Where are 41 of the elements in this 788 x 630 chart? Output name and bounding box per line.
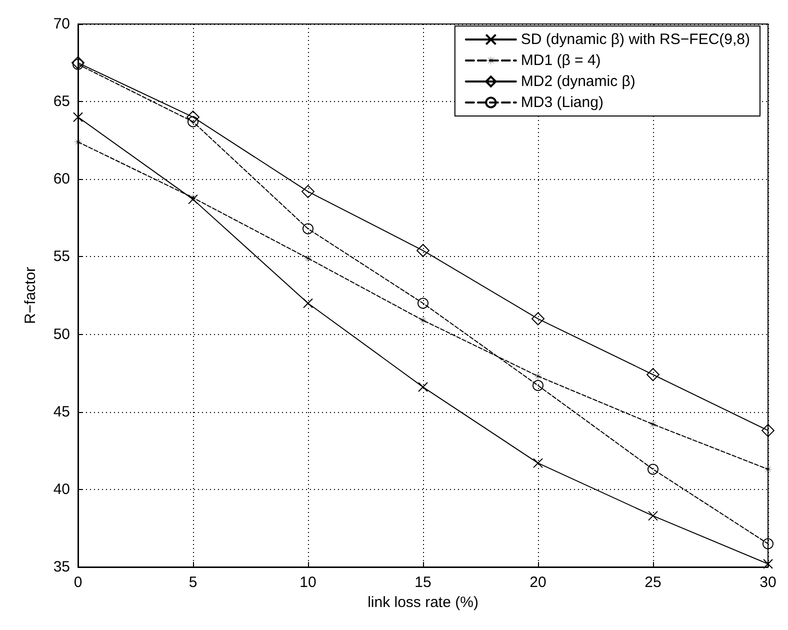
point xyxy=(302,185,314,198)
point xyxy=(188,116,198,128)
x-tick-label: 15 xyxy=(414,574,432,591)
y-tick-label: 45 xyxy=(53,403,70,420)
x-tick-label: 25 xyxy=(644,574,662,591)
point xyxy=(532,380,544,391)
y-tick-label: 40 xyxy=(53,480,70,498)
point xyxy=(532,312,544,326)
y-tick-label: 65 xyxy=(53,93,70,110)
x-tick-label: 30 xyxy=(760,574,776,591)
legend-label: MD3 (Liang) xyxy=(520,94,604,111)
point xyxy=(186,110,200,124)
point xyxy=(73,112,83,122)
y-tick-label: 55 xyxy=(53,248,70,266)
x-tick-label: 10 xyxy=(300,574,316,591)
point xyxy=(762,538,774,550)
point xyxy=(648,510,658,521)
point xyxy=(303,298,313,308)
point xyxy=(646,368,660,382)
y-tick-label: 50 xyxy=(53,326,70,343)
y-tick-label: 35 xyxy=(53,558,70,576)
y-tick-label: 70 xyxy=(53,16,70,32)
point xyxy=(418,382,428,392)
y-axis-title: R−factor xyxy=(22,266,39,324)
legend-label: MD2 (dynamic β) xyxy=(520,73,636,90)
point xyxy=(72,58,84,70)
point xyxy=(763,558,773,569)
y-tick-label: 60 xyxy=(53,170,70,188)
point xyxy=(418,298,428,309)
legend-label: MD1 (β = 4) xyxy=(520,52,601,69)
x-tick-label: 20 xyxy=(530,574,546,591)
x-tick-label: 5 xyxy=(188,574,198,591)
point xyxy=(533,458,543,468)
point xyxy=(416,244,430,258)
point xyxy=(302,223,314,234)
point xyxy=(72,56,84,70)
point xyxy=(648,464,658,475)
x-axis-title: link loss rate (%) xyxy=(368,594,478,611)
legend-label: SD (dynamic β) with RS−FEC(9,8) xyxy=(520,31,750,48)
point xyxy=(762,424,774,437)
x-tick-label: 0 xyxy=(74,574,82,591)
